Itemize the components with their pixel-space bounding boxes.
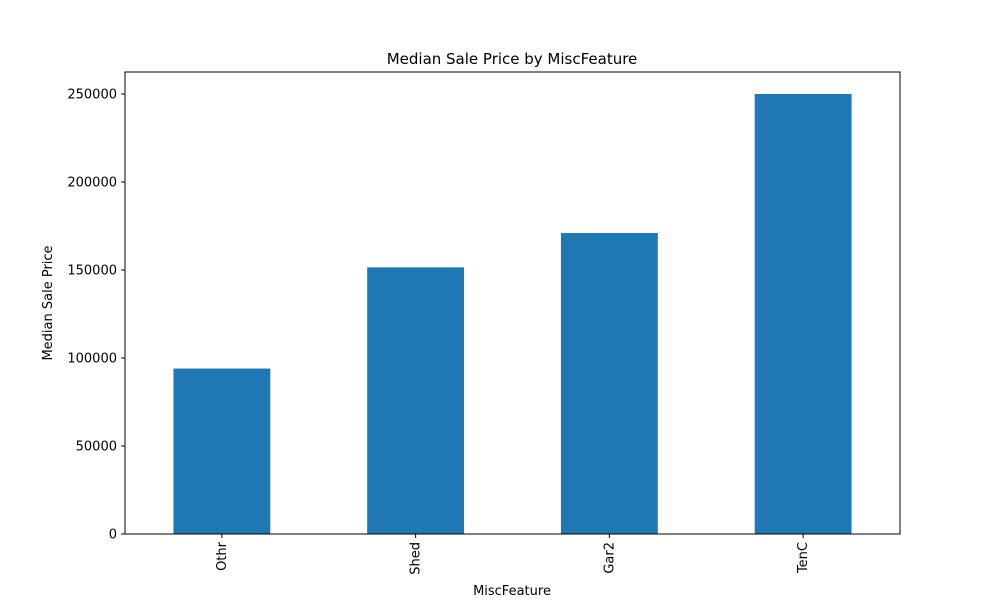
y-tick-label: 50000: [76, 440, 117, 455]
bars-layer: [173, 94, 852, 535]
y-tick-label: 100000: [67, 352, 117, 367]
x-tick-label-shed: Shed: [409, 542, 424, 575]
y-axis-ticks: 0 50000 100000 150000 200000 250000: [67, 88, 125, 543]
bar-othr: [173, 368, 271, 534]
x-tick-label-gar2: Gar2: [602, 542, 617, 574]
x-tick-label-tenc: TenC: [796, 542, 811, 574]
y-tick-label: 250000: [67, 88, 117, 103]
bar-gar2: [560, 233, 658, 535]
bar-shed: [367, 267, 465, 534]
y-axis-label: Median Sale Price: [41, 245, 56, 360]
chart-title: Median Sale Price by MiscFeature: [387, 50, 638, 68]
y-tick-label: 200000: [67, 176, 117, 191]
x-axis-ticks: Othr Shed Gar2 TenC: [215, 534, 811, 575]
y-tick-label: 150000: [67, 264, 117, 279]
plot-area-frame: [124, 71, 901, 535]
x-tick-label-othr: Othr: [215, 541, 230, 571]
y-tick-label: 0: [109, 528, 117, 543]
x-axis-label: MiscFeature: [473, 584, 551, 599]
bar-tenc: [754, 94, 852, 534]
